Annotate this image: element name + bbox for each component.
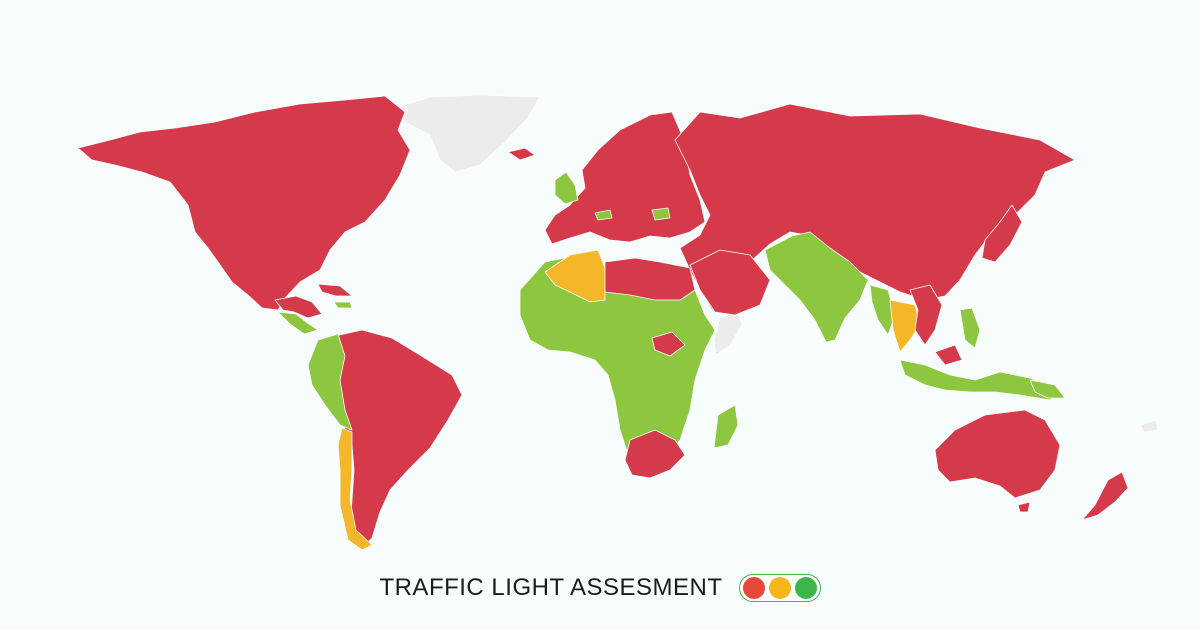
- region-panama-costa-rica[interactable]: [277, 311, 319, 335]
- region-middle-east[interactable]: [689, 249, 771, 316]
- country-australia[interactable]: [934, 409, 1061, 499]
- world-map-container: [77, 94, 1159, 551]
- region-indochina[interactable]: [909, 284, 943, 346]
- region-north-america[interactable]: [77, 95, 411, 311]
- region-south-america[interactable]: [334, 329, 463, 549]
- country-thailand[interactable]: [889, 299, 921, 353]
- region-central-america[interactable]: [274, 295, 323, 319]
- region-pacific-islands[interactable]: [1139, 419, 1159, 433]
- legend: TRAFFIC LIGHT ASSESMENT: [0, 568, 1200, 608]
- country-tasmania[interactable]: [1017, 501, 1031, 513]
- country-new-zealand[interactable]: [1081, 471, 1129, 521]
- country-papua-new-guinea[interactable]: [1029, 379, 1066, 399]
- region-andes-green[interactable]: [307, 333, 353, 431]
- legend-title: TRAFFIC LIGHT ASSESMENT: [379, 574, 723, 601]
- country-south-africa[interactable]: [624, 429, 686, 479]
- country-philippines[interactable]: [959, 307, 981, 349]
- world-map: [77, 94, 1159, 551]
- region-libya-egypt[interactable]: [604, 257, 696, 301]
- country-united-kingdom[interactable]: [554, 171, 579, 205]
- country-somalia[interactable]: [713, 311, 743, 356]
- green-light-dot: [794, 577, 817, 599]
- country-greenland[interactable]: [394, 94, 541, 173]
- country-japan[interactable]: [981, 204, 1023, 263]
- country-south-sudan[interactable]: [651, 331, 686, 357]
- amber-light-dot: [768, 577, 791, 599]
- region-borneo-north[interactable]: [934, 344, 963, 366]
- country-switzerland[interactable]: [594, 209, 613, 221]
- country-algeria[interactable]: [544, 249, 606, 303]
- region-caribbean-green[interactable]: [333, 301, 353, 309]
- region-south-asia[interactable]: [764, 231, 869, 343]
- country-myanmar[interactable]: [869, 284, 896, 336]
- country-iceland[interactable]: [507, 147, 536, 161]
- country-madagascar[interactable]: [713, 404, 739, 449]
- region-caribbean[interactable]: [317, 283, 353, 297]
- country-romania[interactable]: [651, 207, 671, 221]
- country-chile[interactable]: [337, 427, 373, 551]
- traffic-light-icon: [738, 574, 821, 602]
- region-indonesia[interactable]: [899, 359, 1063, 401]
- red-light-dot: [742, 577, 765, 599]
